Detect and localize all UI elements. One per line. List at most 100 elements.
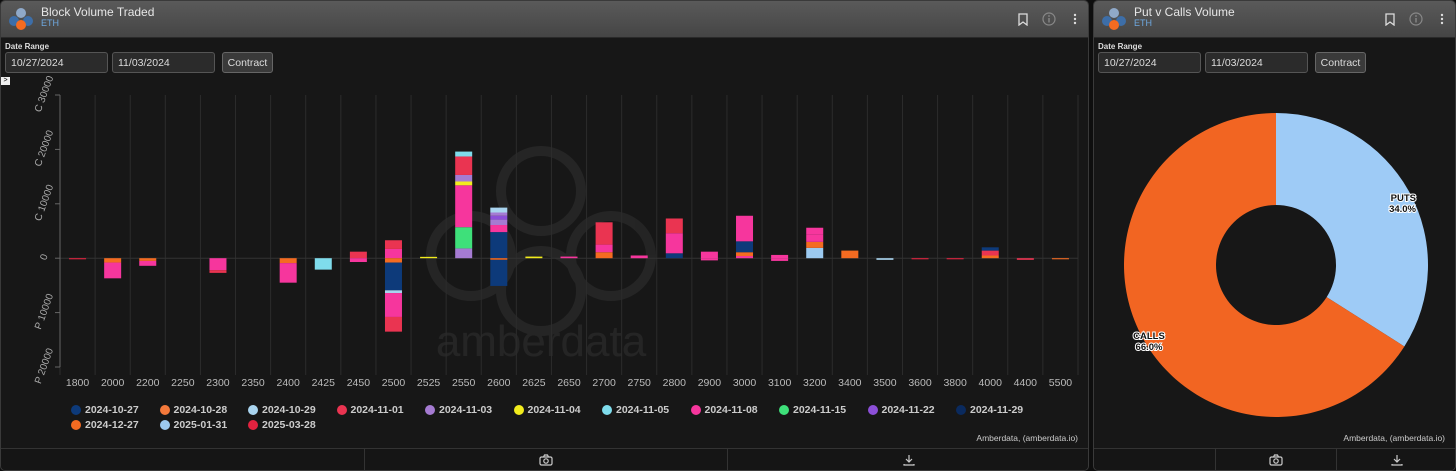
- legend-item[interactable]: 2024-10-29: [248, 403, 337, 416]
- bar-segment-call[interactable]: [665, 253, 683, 259]
- bookmark-icon[interactable]: [1016, 10, 1030, 28]
- bar-segment-call[interactable]: [490, 232, 508, 259]
- bar-segment-put[interactable]: [700, 258, 718, 261]
- bar-segment-put[interactable]: [69, 258, 87, 260]
- bar-segment-call[interactable]: [455, 156, 473, 175]
- bar-segment-call[interactable]: [420, 256, 438, 259]
- legend-item[interactable]: 2024-11-15: [779, 403, 868, 416]
- bar-segment-call[interactable]: [806, 234, 824, 242]
- bar-segment-call[interactable]: [595, 244, 613, 253]
- bar-segment-call[interactable]: [981, 255, 999, 259]
- bar-segment-call[interactable]: [560, 256, 578, 259]
- bar-segment-call[interactable]: [490, 215, 508, 220]
- bar-segment-put[interactable]: [139, 258, 157, 261]
- start-date-input[interactable]: 10/27/2024: [5, 52, 108, 73]
- bar-segment-put[interactable]: [314, 258, 332, 270]
- bar-segment-put[interactable]: [104, 262, 122, 279]
- more-vert-icon[interactable]: [1068, 10, 1082, 28]
- legend-item[interactable]: 2024-11-01: [336, 403, 426, 416]
- bar-segment-call[interactable]: [384, 240, 402, 249]
- camera-icon[interactable]: [1215, 449, 1336, 470]
- bar-segment-call[interactable]: [771, 254, 789, 259]
- x-tick-label: 3600: [908, 377, 932, 389]
- bar-segment-call[interactable]: [981, 247, 999, 251]
- legend-item[interactable]: 2024-11-05: [602, 403, 691, 416]
- bar-segment-call[interactable]: [525, 256, 543, 259]
- bar-segment-call[interactable]: [981, 250, 999, 256]
- end-date-input[interactable]: 11/03/2024: [112, 52, 215, 73]
- more-vert-icon[interactable]: [1435, 10, 1449, 28]
- info-icon[interactable]: [1042, 10, 1056, 28]
- bar-segment-put[interactable]: [139, 260, 157, 266]
- bar-segment-put[interactable]: [349, 258, 367, 263]
- bar-segment-put[interactable]: [384, 316, 402, 332]
- bar-segment-call[interactable]: [841, 250, 859, 259]
- contract-button[interactable]: Contract: [222, 52, 273, 73]
- bar-segment-call[interactable]: [455, 185, 473, 228]
- pie-slice-calls[interactable]: [1124, 113, 1405, 418]
- bar-segment-put[interactable]: [911, 258, 929, 260]
- bar-segment-call[interactable]: [630, 255, 648, 259]
- legend-item[interactable]: 2024-11-04: [513, 403, 603, 416]
- legend-item[interactable]: 2024-10-27: [71, 403, 160, 416]
- start-date-input[interactable]: 10/27/2024: [1098, 52, 1201, 73]
- bar-segment-call[interactable]: [736, 215, 754, 242]
- bar-segment-call[interactable]: [384, 248, 402, 259]
- pie-slice-puts[interactable]: [1276, 113, 1428, 347]
- bar-segment-call[interactable]: [665, 233, 683, 254]
- bar-segment-call[interactable]: [490, 219, 508, 226]
- x-tick-label: 2900: [698, 377, 722, 389]
- bar-segment-call[interactable]: [490, 225, 508, 233]
- bar-segment-put[interactable]: [771, 258, 789, 261]
- legend-item[interactable]: 2025-03-28: [248, 418, 337, 431]
- bar-segment-call[interactable]: [806, 247, 824, 259]
- bar-segment-put[interactable]: [490, 258, 508, 260]
- bar-segment-put[interactable]: [384, 262, 402, 291]
- expand-toggle-icon[interactable]: >: [1, 77, 10, 85]
- bar-segment-put[interactable]: [384, 293, 402, 317]
- legend-item[interactable]: 2024-11-03: [425, 403, 514, 416]
- bar-segment-call[interactable]: [349, 251, 367, 259]
- legend-item[interactable]: 2024-11-08: [690, 403, 780, 416]
- bar-segment-call[interactable]: [455, 151, 473, 157]
- bar-segment-call[interactable]: [736, 241, 754, 253]
- contract-button[interactable]: Contract: [1315, 52, 1366, 73]
- bar-segment-put[interactable]: [384, 258, 402, 263]
- bar-segment-put[interactable]: [279, 263, 297, 283]
- download-icon[interactable]: [1336, 449, 1455, 470]
- bar-segment-put[interactable]: [490, 259, 508, 286]
- bar-segment-put[interactable]: [209, 270, 227, 273]
- bar-segment-put[interactable]: [279, 258, 297, 264]
- camera-icon[interactable]: [364, 449, 727, 470]
- bar-segment-call[interactable]: [806, 241, 824, 248]
- bar-segment-call[interactable]: [455, 248, 473, 259]
- bar-segment-call[interactable]: [700, 251, 718, 259]
- bar-segment-put[interactable]: [104, 258, 122, 263]
- bar-segment-put[interactable]: [1051, 258, 1069, 260]
- legend-item[interactable]: 2024-11-29: [956, 403, 1045, 416]
- bar-segment-call[interactable]: [595, 252, 613, 259]
- bar-segment-call[interactable]: [736, 252, 754, 257]
- bar-segment-put[interactable]: [209, 258, 227, 271]
- legend-item[interactable]: 2025-01-31: [159, 418, 249, 431]
- bar-segment-put[interactable]: [384, 290, 402, 294]
- bookmark-icon[interactable]: [1383, 10, 1397, 28]
- info-icon[interactable]: [1409, 10, 1423, 28]
- bar-segment-call[interactable]: [490, 212, 508, 216]
- bar-segment-put[interactable]: [1016, 258, 1034, 260]
- bar-segment-call[interactable]: [455, 174, 473, 182]
- download-icon[interactable]: [727, 449, 1088, 470]
- bar-segment-put[interactable]: [946, 258, 964, 260]
- legend-item[interactable]: 2024-10-28: [159, 403, 249, 416]
- bar-segment-call[interactable]: [595, 222, 613, 245]
- end-date-input[interactable]: 11/03/2024: [1205, 52, 1308, 73]
- bar-segment-call[interactable]: [455, 227, 473, 249]
- bar-segment-call[interactable]: [455, 181, 473, 186]
- bar-segment-call[interactable]: [665, 218, 683, 234]
- bar-segment-call[interactable]: [490, 207, 508, 213]
- bar-segment-put[interactable]: [876, 258, 894, 260]
- legend-item[interactable]: 2024-11-22: [867, 403, 957, 416]
- legend-item[interactable]: 2024-12-27: [71, 418, 160, 431]
- bar-segment-call[interactable]: [736, 256, 754, 259]
- bar-segment-call[interactable]: [806, 227, 824, 235]
